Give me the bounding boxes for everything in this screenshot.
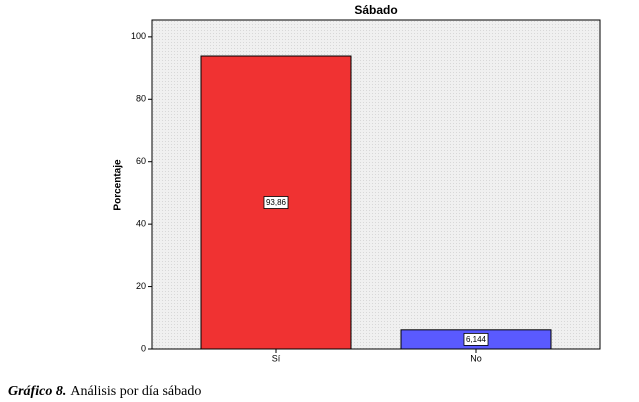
- chart: Sábado Porcentaje 0 20 40 60 80 100 Sí 93,86 No 6…: [113, 3, 601, 363]
- caption-label: Gráfico 8.: [8, 384, 67, 399]
- x-tick-label: No: [470, 353, 482, 363]
- y-tick-label: 0: [141, 343, 146, 353]
- caption-text: Análisis por día sábado: [70, 384, 202, 399]
- value-label: 6,144: [466, 335, 487, 344]
- value-label-box: [263, 196, 289, 209]
- y-tick-label: 100: [131, 31, 146, 41]
- value-label: 93,86: [266, 198, 287, 207]
- y-tick-label: 40: [136, 219, 146, 229]
- caption: Gráfico 8. Análisis por día sábado: [8, 384, 201, 400]
- value-label-box: [463, 333, 489, 346]
- y-tick-label: 20: [136, 281, 146, 291]
- chart-title: Sábado: [354, 3, 397, 17]
- y-tick-label: 60: [136, 156, 146, 166]
- y-axis-label: Porcentaje: [113, 159, 124, 211]
- x-tick-label: Sí: [272, 353, 281, 363]
- y-tick-label: 80: [136, 94, 146, 104]
